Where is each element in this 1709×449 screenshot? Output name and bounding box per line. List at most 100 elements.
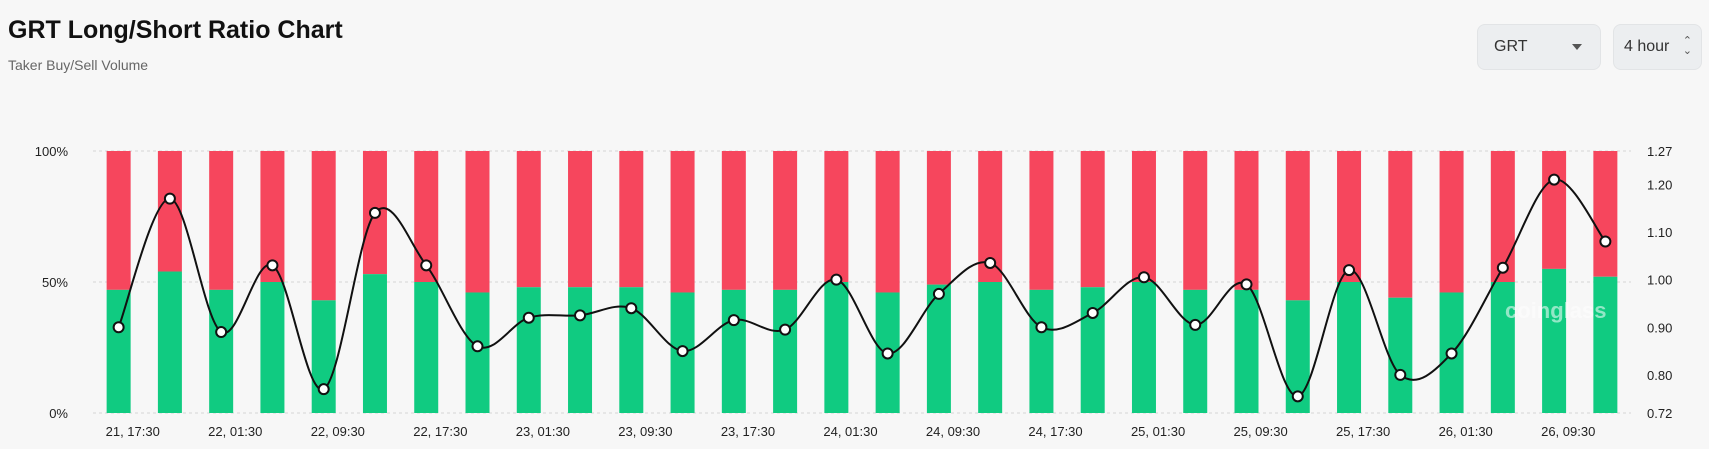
ratio-point	[830, 273, 843, 286]
y-right-tick-label: 1.27	[1647, 144, 1672, 159]
short-bar	[311, 151, 336, 301]
x-tick-label: 22, 01:30	[208, 424, 262, 439]
long-bar	[311, 300, 336, 413]
long-bar	[209, 289, 234, 413]
short-bar	[465, 151, 490, 293]
long-bar	[516, 287, 541, 413]
up-down-chevron-icon: ⌃ ⌄	[1682, 35, 1692, 57]
long-bar	[414, 282, 439, 413]
long-bar	[773, 289, 798, 413]
long-bar	[1542, 268, 1567, 413]
long-bar	[1388, 297, 1413, 413]
x-tick-label: 24, 01:30	[823, 424, 877, 439]
symbol-select[interactable]: GRT	[1477, 24, 1601, 70]
long-bar	[362, 274, 387, 413]
long-bar	[978, 282, 1003, 413]
ratio-point	[1189, 318, 1202, 331]
y-right-tick-label: 1.20	[1647, 177, 1672, 192]
ratio-point	[1137, 271, 1150, 284]
x-tick-label: 25, 17:30	[1336, 424, 1390, 439]
x-tick-label: 23, 17:30	[721, 424, 775, 439]
interval-select[interactable]: 4 hour ⌃ ⌄	[1613, 24, 1702, 70]
y-right-tick-label: 1.00	[1647, 273, 1672, 288]
ratio-point	[112, 321, 125, 334]
ratio-point	[471, 340, 484, 353]
x-tick-label: 23, 01:30	[516, 424, 570, 439]
long-bar	[1593, 276, 1618, 413]
ratio-point	[522, 311, 535, 324]
ratio-point	[163, 192, 176, 205]
short-bar	[773, 151, 798, 290]
x-tick-label: 26, 01:30	[1439, 424, 1493, 439]
short-bar	[106, 151, 131, 290]
x-tick-label: 22, 17:30	[413, 424, 467, 439]
short-bar	[875, 151, 900, 293]
ratio-point	[1035, 321, 1048, 334]
x-tick-label: 25, 09:30	[1234, 424, 1288, 439]
x-tick-label: 24, 09:30	[926, 424, 980, 439]
y-right-tick-label: 0.80	[1647, 368, 1672, 383]
short-bar	[1183, 151, 1208, 290]
y-right-tick-label: 0.72	[1647, 406, 1672, 421]
ratio-point	[1291, 390, 1304, 403]
short-bar	[1285, 151, 1310, 301]
long-bar	[106, 289, 131, 413]
short-bar	[157, 151, 182, 272]
ratio-point	[266, 259, 279, 272]
short-bar	[1490, 151, 1515, 282]
y-left-tick-label: 0%	[49, 406, 68, 421]
y-left-tick-label: 100%	[35, 144, 69, 159]
long-bar	[1131, 282, 1156, 413]
ratio-point	[932, 287, 945, 300]
ratio-point	[317, 383, 330, 396]
ratio-point	[368, 206, 381, 219]
long-bar	[568, 287, 593, 413]
ratio-point	[1240, 278, 1253, 291]
y-right-tick-label: 0.90	[1647, 320, 1672, 335]
x-tick-label: 26, 09:30	[1541, 424, 1595, 439]
short-bar	[568, 151, 593, 288]
short-bar	[1593, 151, 1618, 277]
ratio-point	[215, 326, 228, 339]
ratio-point	[420, 259, 433, 272]
ratio-point	[1343, 264, 1356, 277]
long-bar	[1183, 289, 1208, 413]
ratio-point	[1548, 173, 1561, 186]
y-right-tick-label: 1.10	[1647, 225, 1672, 240]
short-bar	[1542, 151, 1567, 269]
ratio-point	[1445, 347, 1458, 360]
ratio-point	[625, 302, 638, 315]
long-bar	[926, 284, 951, 413]
short-bar	[516, 151, 541, 288]
short-bar	[824, 151, 849, 282]
long-bar	[157, 271, 182, 413]
long-bar	[1337, 282, 1362, 413]
x-tick-label: 24, 17:30	[1028, 424, 1082, 439]
ratio-point	[1086, 306, 1099, 319]
short-bar	[209, 151, 234, 290]
ratio-point	[779, 323, 792, 336]
symbol-select-value: GRT	[1494, 38, 1528, 55]
long-bar	[1234, 289, 1259, 413]
ratio-point	[881, 347, 894, 360]
long-bar	[1490, 282, 1515, 413]
short-bar	[1388, 151, 1413, 298]
ratio-line	[117, 178, 1607, 398]
short-bar	[1029, 151, 1054, 290]
short-bar	[1337, 151, 1362, 282]
long-bar	[260, 282, 285, 413]
ratio-point	[984, 256, 997, 269]
ratio-point	[727, 314, 740, 327]
x-tick-label: 23, 09:30	[618, 424, 672, 439]
short-bar	[619, 151, 644, 288]
long-bar	[721, 289, 746, 413]
page-title: GRT Long/Short Ratio Chart	[8, 16, 343, 44]
caret-down-icon	[1572, 44, 1582, 50]
ratio-point	[1599, 235, 1612, 248]
short-bar	[926, 151, 951, 285]
watermark-text: coinglass	[1505, 298, 1606, 323]
ratio-point	[1394, 368, 1407, 381]
short-bar	[1131, 151, 1156, 282]
short-bar	[1234, 151, 1259, 290]
